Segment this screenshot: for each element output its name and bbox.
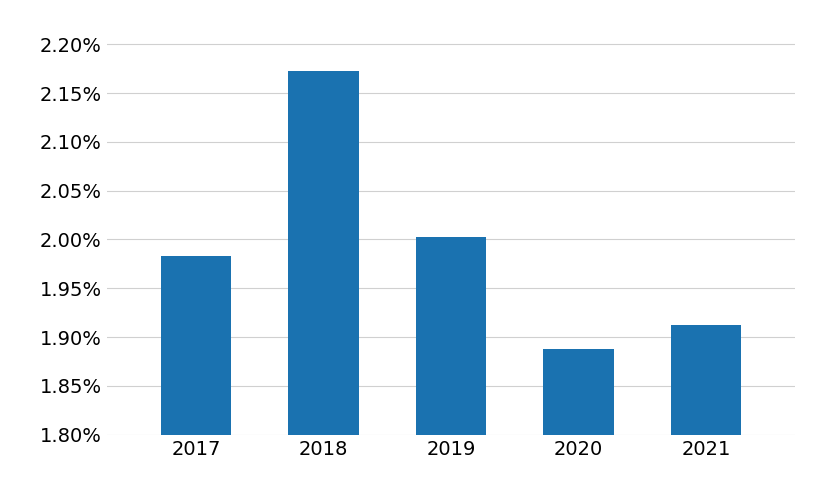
Bar [670,326,740,494]
Bar [543,349,613,494]
Bar [161,256,231,494]
Bar [288,71,358,494]
Bar [415,237,486,494]
